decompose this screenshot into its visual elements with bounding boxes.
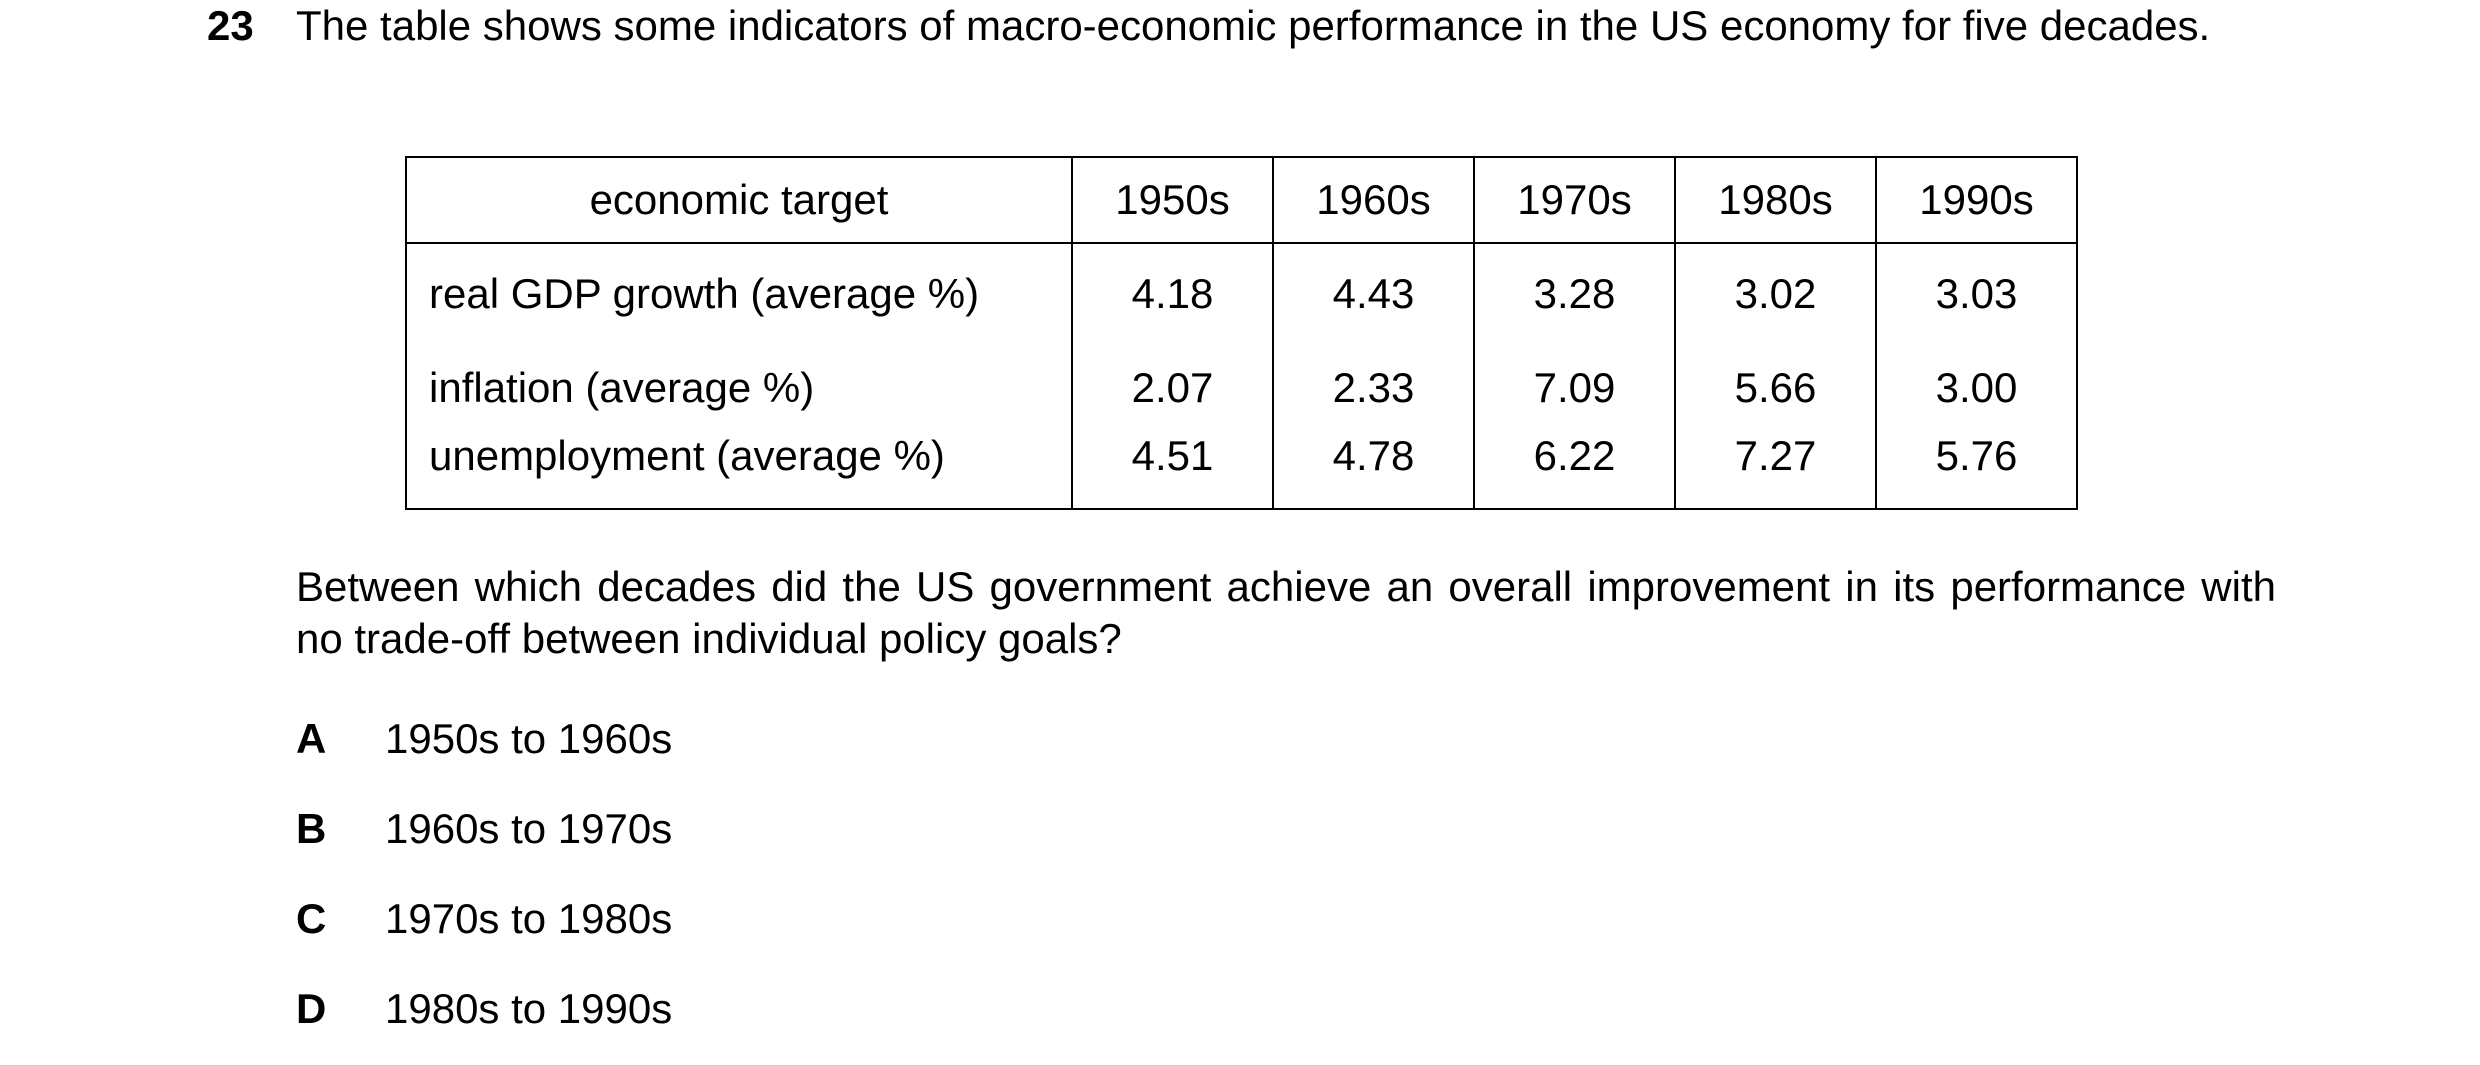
row-label: unemployment (average %) [405, 432, 1073, 510]
question-number: 23 [207, 2, 254, 49]
option-text: 1960s to 1970s [385, 805, 673, 852]
table-cell: 4.18 [1071, 243, 1274, 344]
row-label: inflation (average %) [405, 344, 1073, 432]
table-row-unemployment: unemployment (average %) 4.51 4.78 6.22 … [405, 432, 2078, 510]
table-cell: 7.09 [1473, 344, 1676, 432]
question-stem: The table shows some indicators of macro… [296, 2, 2211, 49]
table-cell: 4.78 [1272, 432, 1475, 510]
indicator-table: economic target 1950s 1960s 1970s 1980s … [405, 156, 2078, 510]
table-cell: 3.02 [1674, 243, 1877, 344]
header-decade: 1980s [1674, 156, 1877, 244]
header-decade: 1960s [1272, 156, 1475, 244]
header-decade: 1950s [1071, 156, 1274, 244]
header-decade: 1990s [1875, 156, 2078, 244]
option-letter: B [296, 805, 327, 852]
table-cell: 6.22 [1473, 432, 1676, 510]
table-cell: 3.28 [1473, 243, 1676, 344]
option-text: 1980s to 1990s [385, 985, 673, 1032]
option-letter: C [296, 895, 327, 942]
option-letter: D [296, 985, 327, 1032]
table-cell: 5.66 [1674, 344, 1877, 432]
table-row-gdp: real GDP growth (average %) 4.18 4.43 3.… [405, 243, 2078, 344]
table-header-row: economic target 1950s 1960s 1970s 1980s … [405, 156, 2078, 244]
table-cell: 4.43 [1272, 243, 1475, 344]
header-economic-target: economic target [405, 156, 1073, 244]
option-text: 1970s to 1980s [385, 895, 673, 942]
option-text: 1950s to 1960s [385, 715, 673, 762]
table-cell: 2.33 [1272, 344, 1475, 432]
table-cell: 3.03 [1875, 243, 2078, 344]
table-cell: 3.00 [1875, 344, 2078, 432]
table-row-inflation: inflation (average %) 2.07 2.33 7.09 5.6… [405, 344, 2078, 432]
table-cell: 7.27 [1674, 432, 1877, 510]
option-letter: A [296, 715, 327, 762]
header-decade: 1970s [1473, 156, 1676, 244]
table-cell: 4.51 [1071, 432, 1274, 510]
table-cell: 2.07 [1071, 344, 1274, 432]
question-prompt: Between which decades did the US governm… [296, 563, 2276, 662]
row-label: real GDP growth (average %) [405, 243, 1073, 344]
table-cell: 5.76 [1875, 432, 2078, 510]
